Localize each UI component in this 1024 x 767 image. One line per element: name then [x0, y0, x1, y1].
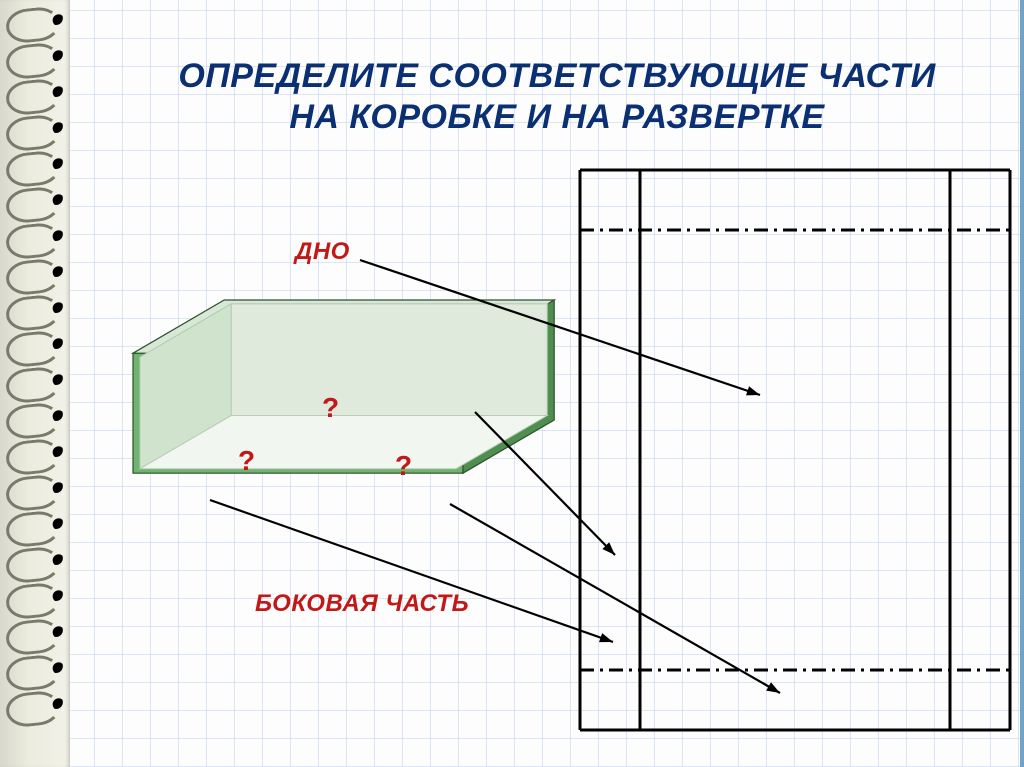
question-mark: ?: [395, 450, 412, 482]
question-mark: ?: [322, 392, 339, 424]
box-3d: [133, 300, 554, 473]
arrow-side-front-to-net: [475, 412, 615, 555]
diagram-canvas: [0, 0, 1024, 767]
label-side: БОКОВАЯ ЧАСТЬ: [255, 590, 469, 618]
question-mark: ?: [238, 445, 255, 477]
label-bottom: ДНО: [295, 238, 350, 266]
arrow-side-left-to-net: [210, 500, 613, 642]
unfolded-net: [580, 170, 1010, 730]
page: ОПРЕДЕЛИТЕ СООТВЕТСТВУЮЩИЕ ЧАСТИ НА КОРО…: [0, 0, 1024, 767]
arrow-side-right-to-net: [450, 504, 780, 693]
